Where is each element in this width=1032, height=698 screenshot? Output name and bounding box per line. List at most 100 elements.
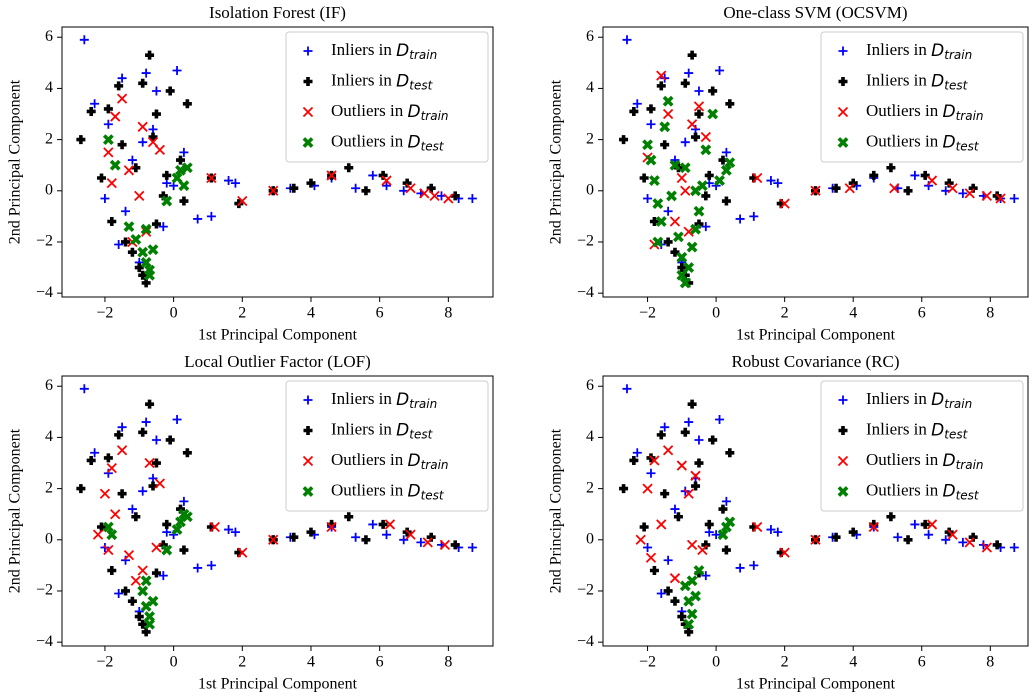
scatter-point	[718, 504, 728, 514]
scatter-point	[151, 109, 161, 119]
scatter-point	[690, 590, 701, 602]
scatter-point	[683, 226, 694, 237]
scatter-point	[749, 522, 759, 532]
legend-label: Outliers in Dtest	[866, 480, 980, 502]
scatter-point	[141, 68, 151, 78]
scatter-point	[237, 195, 248, 207]
scatter-point	[655, 216, 667, 227]
scatter-point	[402, 178, 412, 188]
scatter-point	[145, 50, 155, 60]
scatter-point	[680, 137, 690, 147]
scatter-point	[419, 188, 430, 199]
y-tick-label: 6	[45, 28, 53, 45]
scatter-point	[711, 530, 721, 540]
scatter-point	[656, 70, 667, 81]
scatter-point	[467, 193, 477, 203]
scatter-point	[666, 190, 677, 202]
scatter-point	[680, 185, 691, 196]
scatter-point	[344, 163, 354, 173]
scatter-point	[439, 539, 451, 551]
scatter-point	[114, 240, 124, 250]
y-tick-label: 2	[45, 130, 53, 147]
legend-label: Inliers in Dtrain	[331, 389, 437, 411]
scatter-point	[306, 178, 316, 188]
scatter-point	[134, 190, 145, 202]
y-tick-label: −2	[36, 233, 53, 250]
scatter-point	[642, 483, 653, 494]
legend-marker	[302, 137, 314, 148]
scatter-point	[941, 535, 951, 545]
scatter-point	[171, 524, 183, 535]
scatter-point	[752, 172, 763, 184]
y-tick-label: −2	[577, 233, 594, 250]
scatter-point	[848, 178, 858, 188]
scatter-point	[690, 223, 701, 235]
legend-label: Inliers in Dtest	[866, 419, 969, 441]
scatter-point	[619, 484, 629, 494]
scatter-point	[161, 544, 173, 556]
chart-title: Isolation Forest (IF)	[209, 3, 346, 22]
scatter-point	[141, 627, 151, 637]
y-tick-label: 6	[586, 377, 594, 394]
scatter-point	[103, 119, 113, 129]
scatter-point	[179, 147, 189, 157]
legend-box	[285, 380, 489, 512]
scatter-point	[154, 478, 166, 489]
scatter-point	[268, 185, 279, 196]
legend-label: Inliers in Dtrain	[866, 40, 972, 62]
scatter-point	[344, 512, 354, 522]
subplot: Local Outlier Factor (LOF) 1st Principal …	[7, 352, 494, 693]
scatter-point	[151, 86, 161, 96]
x-tick-label: 4	[849, 305, 857, 322]
scatter-point	[165, 86, 175, 96]
scatter-point	[669, 216, 681, 227]
x-tick-label: −2	[639, 654, 656, 671]
scatter-point	[137, 246, 149, 258]
scatter-point	[656, 589, 666, 599]
plot-frame	[602, 26, 1029, 298]
scatter-point	[381, 175, 392, 186]
scatter-point	[405, 529, 416, 540]
scatter-point	[869, 170, 879, 180]
scatter-point	[114, 81, 124, 91]
scatter-point	[182, 99, 192, 109]
scatter-point	[137, 565, 148, 576]
scatter-point	[662, 108, 674, 120]
scatter-point	[422, 537, 433, 548]
x-tick-label: 8	[444, 305, 452, 322]
scatter-point	[670, 504, 680, 514]
x-tick-label: 4	[849, 654, 857, 671]
scatter-point	[649, 566, 659, 576]
scatter-point	[144, 618, 155, 630]
scatter-point	[643, 542, 653, 552]
scatter-point	[725, 448, 735, 458]
legend-marker	[303, 426, 313, 435]
scatter-point	[656, 519, 667, 530]
scatter-point	[903, 186, 913, 196]
scatter-point	[138, 486, 148, 496]
scatter-point	[450, 540, 460, 550]
legend-label: Outliers in Dtest	[331, 480, 445, 502]
legend-marker	[303, 46, 313, 56]
scatter-point	[697, 544, 708, 556]
scatter-point	[645, 552, 657, 563]
scatter-point	[662, 445, 674, 456]
scatter-point	[632, 448, 642, 458]
scatter-point	[162, 170, 172, 180]
scatter-point	[96, 522, 106, 532]
scatter-point	[327, 519, 337, 529]
y-tick-label: −4	[36, 633, 53, 650]
scatter-point	[193, 563, 203, 573]
y-tick-label: 0	[586, 530, 594, 547]
scatter-point	[684, 278, 694, 288]
scatter-point	[690, 185, 701, 197]
scatter-point	[704, 527, 714, 537]
x-tick-label: 2	[238, 305, 246, 322]
y-tick-label: −2	[36, 582, 53, 599]
legend-label: Outliers in Dtest	[331, 131, 445, 153]
scatter-point	[230, 178, 240, 188]
scatter-point	[714, 175, 725, 186]
scatter-point	[130, 575, 141, 586]
x-tick-label: 6	[918, 305, 926, 322]
